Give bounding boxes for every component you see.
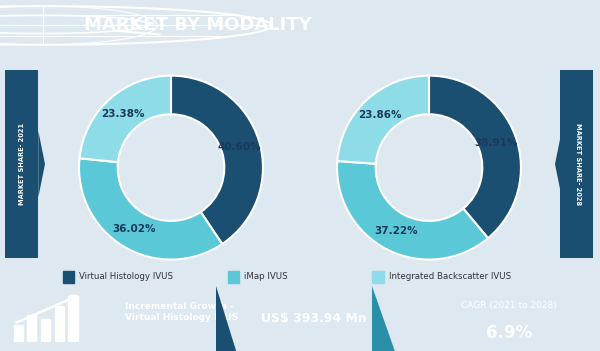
- Polygon shape: [372, 286, 395, 351]
- Text: 38.91%: 38.91%: [475, 138, 518, 148]
- Wedge shape: [171, 75, 263, 244]
- Polygon shape: [216, 286, 236, 351]
- Text: iMap IVUS: iMap IVUS: [244, 272, 288, 281]
- Text: MARKET SHARE- 2021: MARKET SHARE- 2021: [19, 123, 26, 205]
- Bar: [228, 271, 239, 284]
- Text: 36.02%: 36.02%: [112, 224, 156, 234]
- FancyBboxPatch shape: [560, 71, 593, 258]
- Wedge shape: [337, 75, 429, 164]
- Polygon shape: [38, 131, 45, 198]
- Bar: [62, 271, 74, 284]
- Bar: [55, 305, 64, 341]
- Wedge shape: [79, 158, 222, 259]
- Text: 6.9%: 6.9%: [486, 324, 532, 342]
- Text: US$ 393.94 Mn: US$ 393.94 Mn: [260, 312, 367, 325]
- Wedge shape: [429, 75, 521, 238]
- Text: Integrated Backscatter IVUS: Integrated Backscatter IVUS: [389, 272, 511, 281]
- Text: Incremental Growth -
Virtual Histology IVUS: Incremental Growth - Virtual Histology I…: [125, 302, 239, 322]
- FancyBboxPatch shape: [5, 71, 38, 258]
- Text: CAGR (2021 to 2028): CAGR (2021 to 2028): [461, 301, 557, 310]
- Text: 23.86%: 23.86%: [358, 110, 402, 120]
- Bar: [41, 319, 50, 341]
- Bar: [14, 325, 23, 341]
- Text: Virtual Histology IVUS: Virtual Histology IVUS: [79, 272, 173, 281]
- Text: 23.38%: 23.38%: [101, 110, 145, 119]
- Text: MARKET SHARE- 2028: MARKET SHARE- 2028: [575, 123, 581, 205]
- Wedge shape: [80, 75, 171, 162]
- Bar: [28, 315, 37, 341]
- Bar: [372, 271, 383, 284]
- Wedge shape: [337, 161, 488, 259]
- Text: 37.22%: 37.22%: [374, 226, 418, 237]
- Polygon shape: [555, 131, 562, 198]
- Text: MARKET BY MODALITY: MARKET BY MODALITY: [84, 16, 312, 34]
- Text: 40.60%: 40.60%: [218, 142, 262, 152]
- Bar: [68, 296, 77, 341]
